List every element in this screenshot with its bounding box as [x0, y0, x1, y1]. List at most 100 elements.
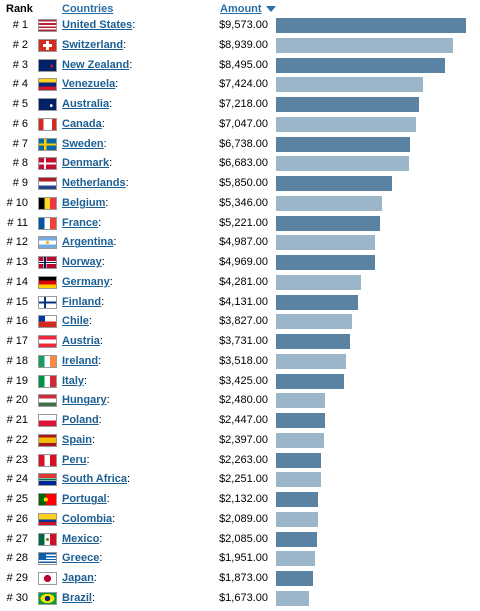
table-row: # 30 Brazil: $1,673.00 — [0, 589, 480, 609]
country-link[interactable]: Mexico — [62, 532, 100, 545]
flag-icon-nl — [38, 177, 57, 191]
country-link[interactable]: Peru — [62, 453, 87, 466]
amount-value: $5,346.00 — [219, 196, 268, 209]
flag-icon-jp — [38, 572, 57, 586]
countries-column-header[interactable]: Countries — [62, 3, 114, 15]
sort-descending-icon — [265, 6, 276, 13]
country-cell: Sweden: — [62, 137, 107, 150]
amount-value: $8,495.00 — [219, 58, 268, 71]
country-cell: Italy: — [62, 374, 88, 387]
amount-value: $4,969.00 — [219, 256, 268, 269]
country-link[interactable]: Ireland — [62, 354, 99, 367]
amount-value: $6,683.00 — [219, 157, 268, 170]
amount-value: $3,518.00 — [219, 354, 268, 367]
flag-icon-cl — [38, 315, 57, 329]
amount-header-label: Amount — [220, 3, 262, 15]
country-cell: Belgium: — [62, 196, 109, 209]
rank-label: # 4 — [12, 78, 28, 91]
flag-icon-mx — [38, 532, 57, 546]
amount-value: $4,131.00 — [219, 295, 268, 308]
table-row: # 10 Belgium: $5,346.00 — [0, 194, 480, 214]
country-cell: Greece: — [62, 552, 103, 565]
country-link[interactable]: Italy — [62, 374, 85, 387]
country-cell: Switzerland: — [62, 38, 127, 51]
amount-value: $3,425.00 — [219, 374, 268, 387]
amount-value: $5,221.00 — [219, 216, 268, 229]
country-cell: Germany: — [62, 275, 113, 288]
country-cell: Canada: — [62, 117, 105, 130]
amount-value: $1,673.00 — [219, 591, 268, 604]
rank-label: # 29 — [6, 572, 28, 585]
country-link[interactable]: Chile — [62, 315, 89, 328]
amount-bar — [276, 57, 445, 73]
country-link[interactable]: Hungary — [62, 394, 107, 407]
country-link[interactable]: New Zealand — [62, 58, 130, 71]
country-link[interactable]: Belgium — [62, 196, 106, 209]
country-link[interactable]: Greece — [62, 552, 100, 565]
country-link[interactable]: Argentina — [62, 236, 114, 249]
country-link[interactable]: Poland — [62, 414, 99, 427]
country-link[interactable]: Sweden — [62, 137, 104, 150]
rank-label: # 30 — [6, 591, 28, 604]
country-link[interactable]: Venezuela — [62, 78, 116, 91]
table-row: # 3 New Zealand: $8,495.00 — [0, 56, 480, 76]
country-link[interactable]: Spain — [62, 433, 92, 446]
country-link[interactable]: Japan — [62, 572, 94, 585]
rank-label: # 3 — [12, 58, 28, 71]
country-link[interactable]: Denmark — [62, 157, 110, 170]
country-link[interactable]: France — [62, 216, 99, 229]
table-row: # 20 Hungary: $2,480.00 — [0, 391, 480, 411]
amount-bar — [276, 551, 315, 567]
amount-bar — [276, 255, 375, 271]
country-link[interactable]: Austria — [62, 335, 100, 348]
table-row: # 27 Mexico: $2,085.00 — [0, 530, 480, 550]
amount-bar — [276, 274, 361, 290]
country-cell: Netherlands: — [62, 177, 129, 190]
country-link[interactable]: South Africa — [62, 473, 127, 486]
rank-label: # 2 — [12, 38, 28, 51]
amount-bar — [276, 18, 466, 34]
flag-icon-fi — [38, 295, 57, 309]
country-cell: Austria: — [62, 335, 103, 348]
amount-bar — [276, 156, 409, 172]
country-link[interactable]: Canada — [62, 117, 102, 130]
country-link[interactable]: Norway — [62, 256, 102, 269]
amount-bar — [276, 116, 416, 132]
country-link[interactable]: Australia — [62, 98, 110, 111]
country-link[interactable]: Portugal — [62, 493, 107, 506]
rank-label: # 24 — [6, 473, 28, 486]
country-link[interactable]: Brazil — [62, 591, 92, 604]
table-row: # 26 Colombia: $2,089.00 — [0, 510, 480, 530]
flag-icon-dk — [38, 157, 57, 171]
amount-bar — [276, 452, 321, 468]
amount-value: $2,397.00 — [219, 433, 268, 446]
amount-value: $3,731.00 — [219, 335, 268, 348]
amount-bar — [276, 314, 352, 330]
country-link[interactable]: Netherlands — [62, 177, 126, 190]
country-link[interactable]: Colombia — [62, 512, 113, 525]
amount-value: $4,281.00 — [219, 275, 268, 288]
flag-icon-za — [38, 473, 57, 487]
table-row: # 25 Portugal: $2,132.00 — [0, 490, 480, 510]
flag-icon-fr — [38, 216, 57, 230]
amount-value: $2,263.00 — [219, 453, 268, 466]
country-link[interactable]: United States — [62, 19, 133, 32]
flag-icon-ve — [38, 78, 57, 92]
flag-icon-de — [38, 275, 57, 289]
country-cell: Portugal: — [62, 493, 110, 506]
amount-value: $7,047.00 — [219, 117, 268, 130]
country-link[interactable]: Germany — [62, 275, 110, 288]
table-row: # 24 South Africa: $2,251.00 — [0, 470, 480, 490]
amount-value: $2,132.00 — [219, 493, 268, 506]
country-link[interactable]: Finland — [62, 295, 102, 308]
flag-icon-au — [38, 98, 57, 112]
table-row: # 21 Poland: $2,447.00 — [0, 411, 480, 431]
table-row: # 13 Norway: $4,969.00 — [0, 253, 480, 273]
country-link[interactable]: Switzerland — [62, 38, 124, 51]
rank-label: # 25 — [6, 493, 28, 506]
amount-bar — [276, 353, 346, 369]
amount-bar — [276, 195, 383, 211]
flag-icon-at — [38, 335, 57, 349]
amount-column-header[interactable]: Amount — [220, 2, 276, 16]
flag-icon-nz — [38, 58, 57, 72]
